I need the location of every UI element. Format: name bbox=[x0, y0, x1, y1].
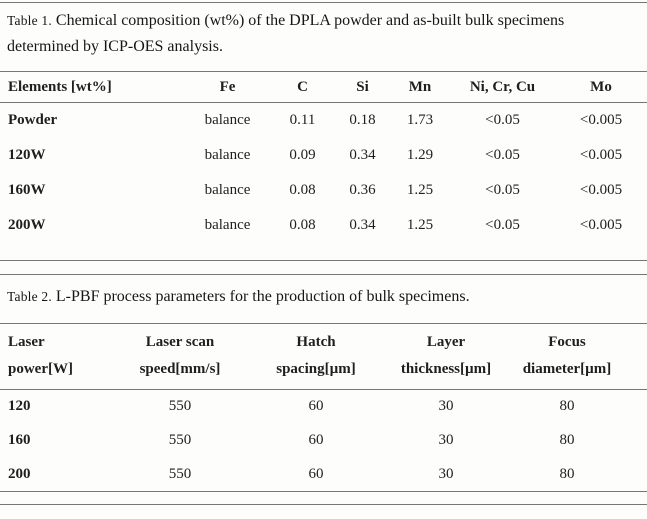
column-header-elements: Elements [wt%] bbox=[8, 78, 112, 95]
spacer-cell bbox=[626, 323, 647, 389]
cell-si: 0.34 bbox=[349, 146, 376, 163]
cell-mo: <0.005 bbox=[579, 111, 623, 128]
table1-caption: Table 1. Chemical composition (wt%) of t… bbox=[0, 3, 647, 60]
cell-fe: balance bbox=[204, 216, 251, 233]
column-header-c: C bbox=[297, 78, 308, 95]
cell-si: 0.36 bbox=[349, 181, 376, 198]
cell-mo: <0.005 bbox=[579, 216, 623, 233]
table-row-160w: 160W balance 0.08 0.36 1.25 <0.05 <0.005 bbox=[0, 173, 647, 208]
table1-header-row: Elements [wt%] Fe C Si Mn Ni, Cr, Cu Mo bbox=[0, 72, 647, 103]
cell-ni-cr-cu: <0.05 bbox=[485, 111, 520, 128]
top-rule bbox=[0, 2, 647, 3]
table2-caption-text: L-PBF process parameters for the product… bbox=[55, 287, 470, 305]
row-label: Powder bbox=[8, 111, 58, 128]
column-header-hatch-spacing: Hatch spacing[µm] bbox=[276, 333, 356, 377]
row-label: 120 bbox=[8, 397, 31, 414]
cell-focus-diameter: 80 bbox=[559, 431, 575, 448]
table2: Laser power[W] Laser scan speed[mm/s] Ha… bbox=[0, 322, 647, 492]
table-row-powder: Powder balance 0.11 0.18 1.73 <0.05 <0.0… bbox=[0, 103, 647, 138]
cell-mn: 1.25 bbox=[406, 181, 434, 198]
column-header-scan-speed: Laser scan speed[mm/s] bbox=[139, 333, 221, 377]
cell-fe: balance bbox=[204, 146, 251, 163]
cell-layer-thickness: 30 bbox=[438, 431, 454, 448]
cell-mn: 1.29 bbox=[406, 146, 434, 163]
row-label: 200 bbox=[8, 465, 31, 482]
cell-c: 0.08 bbox=[289, 216, 316, 233]
column-header-layer-thickness: Layer thickness[µm] bbox=[400, 333, 492, 377]
cell-si: 0.18 bbox=[349, 111, 376, 128]
row-label: 160 bbox=[8, 431, 31, 448]
table1: Elements [wt%] Fe C Si Mn Ni, Cr, Cu Mo … bbox=[0, 71, 647, 243]
table1-caption-text: Chemical composition (wt%) of the DPLA p… bbox=[7, 12, 565, 55]
column-header-mo: Mo bbox=[590, 78, 612, 95]
table-row-200: 200 550 60 30 80 bbox=[0, 457, 647, 491]
cell-mo: <0.005 bbox=[579, 146, 623, 163]
table1-block: Elements [wt%] Fe C Si Mn Ni, Cr, Cu Mo … bbox=[0, 71, 647, 261]
cell-hatch-spacing: 60 bbox=[308, 465, 324, 482]
cell-c: 0.11 bbox=[289, 111, 316, 128]
table2-caption: Table 2. L-PBF process parameters for th… bbox=[0, 275, 647, 310]
cell-hatch-spacing: 60 bbox=[308, 431, 324, 448]
cell-scan-speed: 550 bbox=[168, 431, 192, 448]
column-header-laser-power: Laser power[W] bbox=[8, 333, 73, 377]
cell-mo: <0.005 bbox=[579, 181, 623, 198]
cell-hatch-spacing: 60 bbox=[308, 397, 324, 414]
cell-scan-speed: 550 bbox=[168, 397, 192, 414]
table-row-160: 160 550 60 30 80 bbox=[0, 423, 647, 457]
cell-ni-cr-cu: <0.05 bbox=[485, 146, 520, 163]
spacer-cell bbox=[626, 457, 647, 491]
row-label: 120W bbox=[8, 146, 46, 163]
spacer-cell bbox=[626, 389, 647, 423]
table-row-120w: 120W balance 0.09 0.34 1.29 <0.05 <0.005 bbox=[0, 138, 647, 173]
cell-ni-cr-cu: <0.05 bbox=[485, 181, 520, 198]
bottom-rule bbox=[0, 504, 647, 505]
cell-layer-thickness: 30 bbox=[438, 465, 454, 482]
table2-caption-label: Table 2. bbox=[7, 288, 52, 304]
section-divider-rule bbox=[0, 273, 647, 275]
cell-fe: balance bbox=[204, 111, 251, 128]
table2-block: Laser power[W] Laser scan speed[mm/s] Ha… bbox=[0, 322, 647, 492]
cell-mn: 1.25 bbox=[406, 216, 434, 233]
cell-focus-diameter: 80 bbox=[559, 465, 575, 482]
cell-c: 0.09 bbox=[289, 146, 316, 163]
column-header-mn: Mn bbox=[408, 78, 432, 95]
cell-ni-cr-cu: <0.05 bbox=[485, 216, 520, 233]
row-label: 160W bbox=[8, 181, 46, 198]
cell-fe: balance bbox=[204, 181, 251, 198]
cell-focus-diameter: 80 bbox=[559, 397, 575, 414]
column-header-focus-diameter: Focus diameter[µm] bbox=[522, 333, 612, 377]
table-row-200w: 200W balance 0.08 0.34 1.25 <0.05 <0.005 bbox=[0, 208, 647, 243]
table1-caption-label: Table 1. bbox=[7, 13, 52, 28]
column-header-si: Si bbox=[356, 78, 369, 95]
cell-mn: 1.73 bbox=[406, 111, 434, 128]
column-header-ni-cr-cu: Ni, Cr, Cu bbox=[469, 78, 536, 95]
cell-si: 0.34 bbox=[349, 216, 376, 233]
cell-c: 0.08 bbox=[289, 181, 316, 198]
table2-header-row: Laser power[W] Laser scan speed[mm/s] Ha… bbox=[0, 323, 647, 389]
cell-scan-speed: 550 bbox=[168, 465, 192, 482]
spacer-cell bbox=[626, 423, 647, 457]
column-header-fe: Fe bbox=[219, 78, 236, 95]
table-row-120: 120 550 60 30 80 bbox=[0, 389, 647, 423]
cell-layer-thickness: 30 bbox=[438, 397, 454, 414]
row-label: 200W bbox=[8, 216, 46, 233]
